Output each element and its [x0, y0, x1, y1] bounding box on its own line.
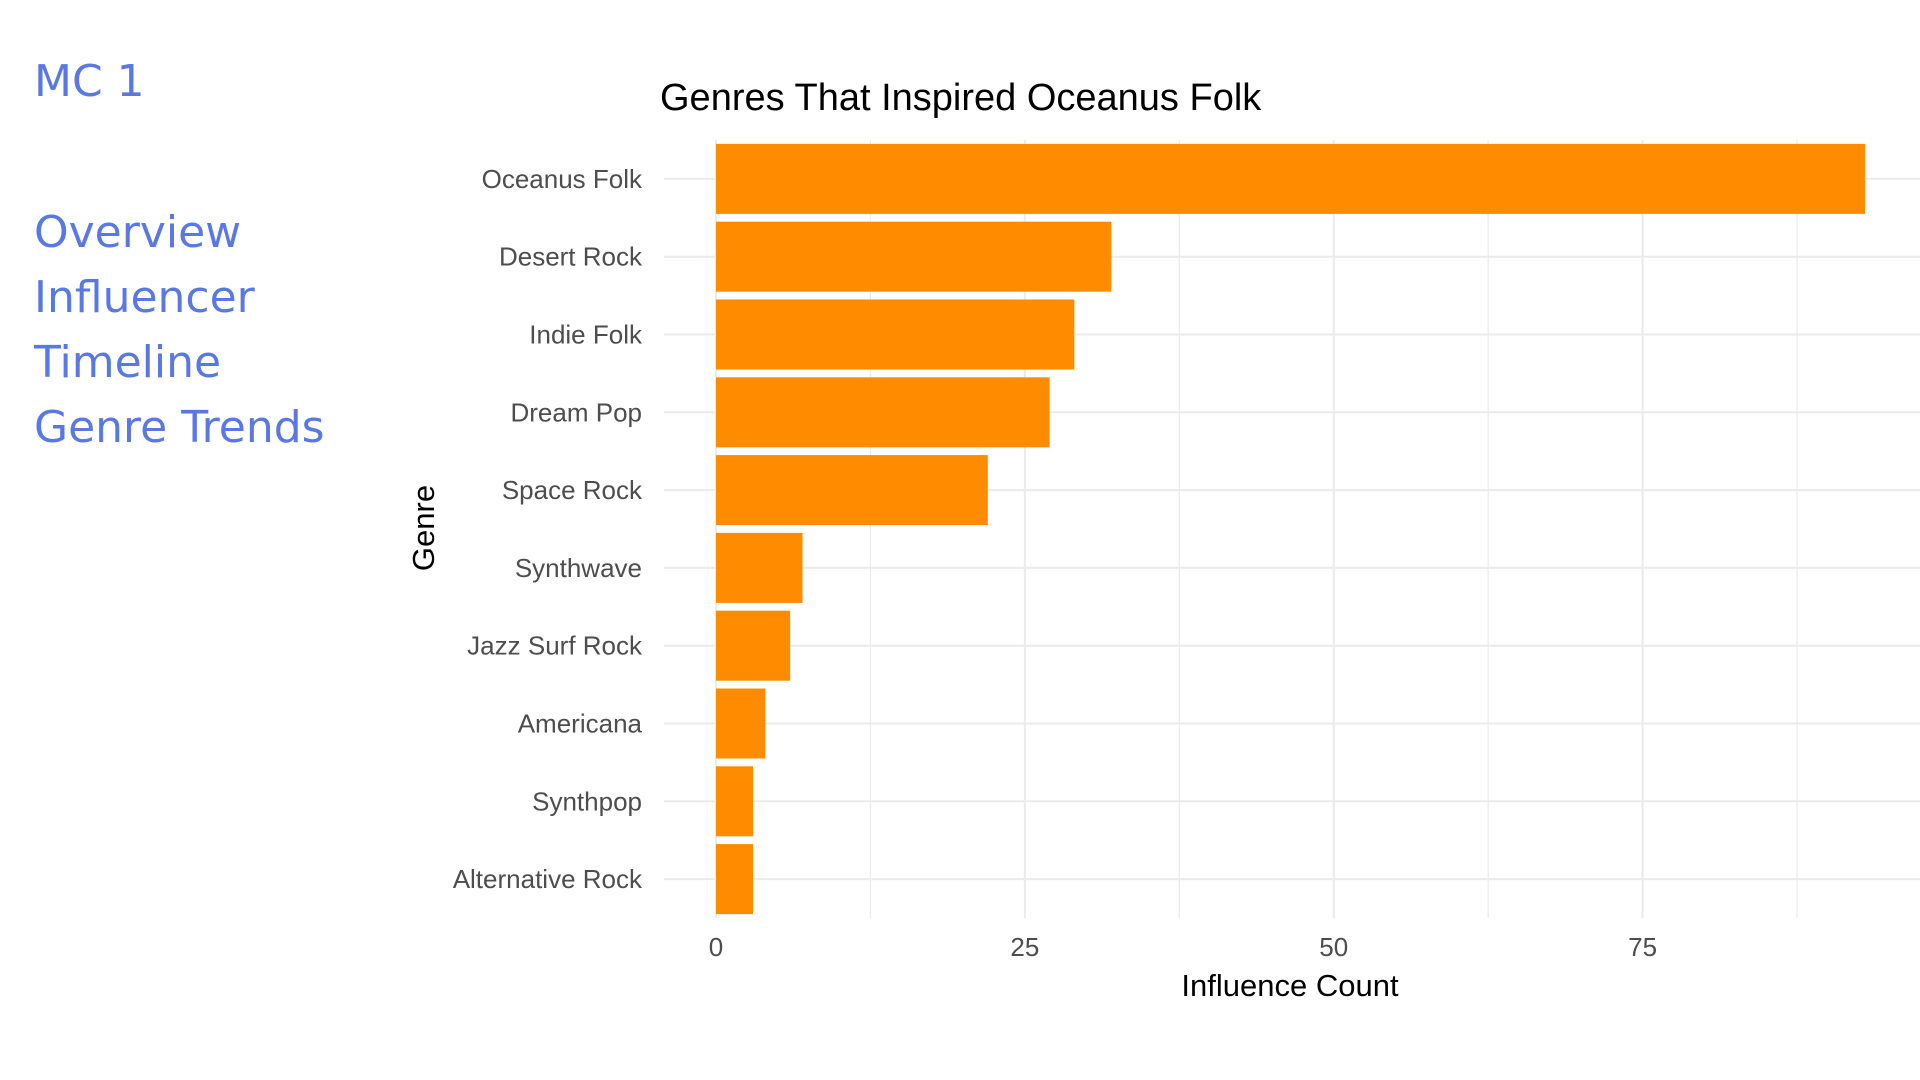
y-tick-label: Indie Folk — [529, 320, 643, 350]
bar — [716, 455, 988, 526]
x-tick-label: 25 — [1010, 932, 1039, 962]
bar — [716, 766, 754, 837]
y-tick-label: Desert Rock — [499, 242, 643, 272]
bar — [716, 532, 803, 603]
nav-item-overview[interactable]: Overview — [34, 207, 242, 258]
nav-item-influencer[interactable]: Influencer — [34, 272, 255, 323]
nav-item-genre-trends[interactable]: Genre Trends — [34, 402, 325, 453]
y-tick-label: Synthpop — [532, 786, 642, 816]
bar — [716, 221, 1112, 292]
chart-title: Genres That Inspired Oceanus Folk — [660, 77, 1262, 119]
nav-item-timeline[interactable]: Timeline — [34, 337, 222, 388]
bar — [716, 377, 1050, 448]
bar — [716, 143, 1865, 214]
y-tick-label: Alternative Rock — [453, 864, 643, 894]
sidebar-nav: MC 1 Overview Influencer Timeline Genre … — [34, 52, 325, 460]
x-tick-label: 50 — [1319, 932, 1348, 962]
nav-brand-link[interactable]: MC 1 — [34, 56, 145, 107]
y-tick-label: Space Rock — [502, 475, 643, 505]
bar — [716, 299, 1075, 370]
y-tick-label: Americana — [518, 709, 643, 739]
y-tick-label: Oceanus Folk — [482, 164, 643, 194]
x-tick-label: 75 — [1628, 932, 1657, 962]
bar — [716, 688, 766, 759]
y-tick-label: Jazz Surf Rock — [467, 631, 643, 661]
nav-menu: Overview Influencer Timeline Genre Trend… — [34, 200, 325, 460]
y-tick-label: Synthwave — [515, 553, 642, 583]
bar — [716, 610, 791, 681]
bar — [716, 844, 754, 915]
y-axis-label: Genre — [406, 485, 441, 571]
x-tick-label: 0 — [709, 932, 723, 962]
bars — [716, 143, 1865, 915]
x-tick-labels: 0 25 50 75 — [709, 932, 1657, 962]
y-tick-label: Dream Pop — [511, 397, 643, 427]
x-axis-label: Influence Count — [1181, 968, 1399, 1003]
y-tick-labels: Oceanus Folk Desert Rock Indie Folk Dream P… — [453, 164, 643, 894]
